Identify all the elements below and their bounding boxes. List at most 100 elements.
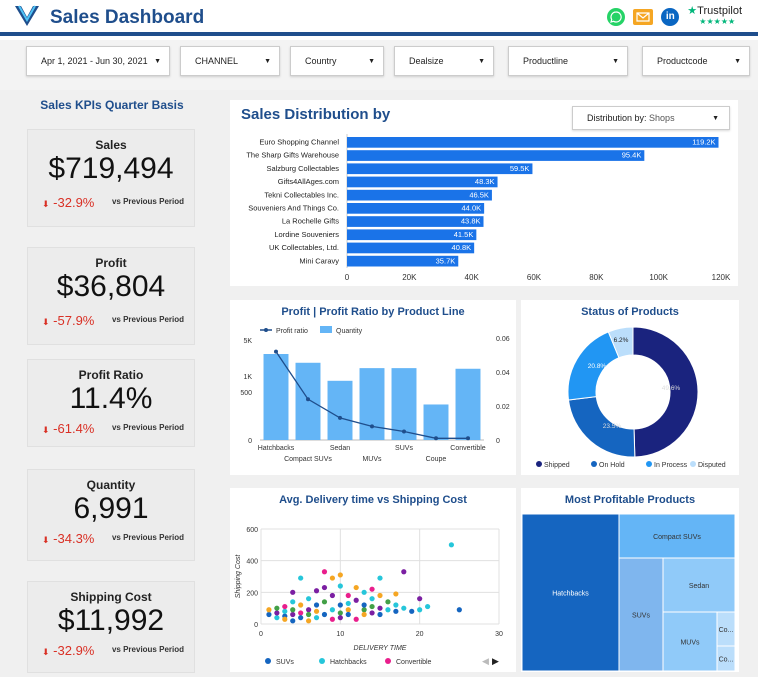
status-panel: Status of Products 49.6% 23.5% 20.8% 6.2% Sh… [521,300,739,475]
kpi-label: Profit [95,256,127,270]
scatter-point [298,602,304,608]
quantity-bar [263,354,289,440]
panel-title: Avg. Delivery time vs Shipping Cost [279,494,467,506]
scatter-point [313,602,320,608]
bar-value-label: 43.8K [461,217,481,226]
scatter-point [290,607,296,613]
legend-bar-swatch [320,326,332,333]
kpi-compare-label: vs Previous Period [111,197,184,206]
distribution-selector[interactable]: Distribution by: Shops ▼ [572,106,730,130]
x-axis-title: DELIVERY TIME [354,645,407,652]
scatter-point [266,607,272,613]
scatter-point [353,597,359,603]
prev-page-icon: ◀ [482,656,489,666]
sales-distribution-chart: 0 20K 40K 60K 80K 100K 120K Euro Shopping Chann… [246,134,731,282]
caret-down-icon: ▼ [734,57,741,65]
dealsize-filter[interactable]: Dealsize ▼ [394,46,494,76]
profit-chart: Profit ratio Quantity 0 500 1K 5K 0 0.02 0.04 0.0… [240,326,510,463]
x-tick-label: Convertible [450,445,486,452]
category-label: Souveniers And Things Co. [248,204,339,213]
y-axis-title: Shipping Cost [235,554,242,599]
slice-label: 20.8% [588,363,607,370]
scatter-point [345,600,351,607]
slice-label: 6.2% [614,337,629,344]
arrow-down-icon: ⬇ [42,317,50,327]
y-right-tick: 0 [496,438,500,445]
scatter-point [417,607,423,613]
slice-label: 49.6% [662,385,681,392]
treemap-label: Sedan [689,583,709,590]
x-tick-label: Coupe [426,456,447,463]
bar-value-label: 48.3K [475,177,495,186]
header: Sales Dashboard in ★Trustpilot ★★★★★ [0,0,758,36]
bar [347,189,492,201]
date-range-filter[interactable]: Apr 1, 2021 - Jun 30, 2021 ▼ [26,46,170,76]
profit-ratio-point [402,429,406,434]
scatter-point [329,607,335,613]
delivery-scatter-chart: 0 200 400 600 0 10 20 30 DELIVERY TIME Shipping C… [235,527,503,666]
channel-filter[interactable]: CHANNEL ▼ [180,46,280,76]
bar-value-label: 35.7K [436,256,456,265]
scatter-point [369,596,375,602]
category-label: Lordine Souveniers [274,230,339,239]
y-left-tick: 0 [248,438,252,445]
y-right-tick: 0.04 [496,370,510,377]
bar-value-label: 95.4K [622,151,642,160]
bar [347,242,475,254]
profit-ratio-point [274,349,278,354]
whatsapp-icon[interactable] [607,7,626,26]
scatter-point [298,610,304,616]
legend-label: SUVs [276,659,294,666]
donut-slice [607,326,634,359]
bar [347,255,459,267]
legend-label: Quantity [336,328,363,335]
x-tick-label: 30 [495,631,503,638]
productcode-filter[interactable]: Productcode ▼ [642,46,750,76]
panel-title: Status of Products [581,306,679,318]
scatter-point [337,615,343,621]
y-tick-label: 400 [246,559,258,566]
scatter-point [393,608,399,614]
scatter-point [321,584,328,591]
profit-ratio-point [338,415,342,420]
treemap-label: Co... [719,657,734,664]
treemap-chart: Hatchbacks Compact SUVs Sedan SUVs MUVs Co...… [521,513,736,672]
scatter-point [361,607,367,613]
trustpilot-badge[interactable]: ★Trustpilot ★★★★★ [687,5,742,27]
scatter-point [456,607,462,613]
bar-value-label: 44.0K [462,204,482,213]
scatter-point [353,616,359,622]
kpi-section-title: Sales KPIs Quarter Basis [40,98,184,112]
x-tick-label: SUVs [395,445,413,452]
quantity-bar [295,362,321,440]
kpi-compare-label: vs Previous Period [111,533,184,542]
y-right-tick: 0.06 [496,336,510,343]
caret-down-icon: ▼ [478,57,485,65]
delivery-panel: Avg. Delivery time vs Shipping Cost 0 200… [230,488,516,672]
kpi-value: $11,992 [57,604,165,637]
legend-line-marker [264,328,268,332]
x-tick-label: 40K [465,273,480,282]
scatter-point [313,608,320,614]
arrow-down-icon: ⬇ [42,535,50,545]
bar-value-label: 40.8K [452,243,472,252]
panel-title: Sales Distribution by [241,106,391,123]
x-tick-label: Sedan [330,445,350,452]
category-label: Gifts4AllAges.com [278,177,339,186]
bar [347,203,485,214]
next-page-icon: ▶ [492,656,499,666]
email-icon[interactable] [633,8,654,25]
scatter-point [377,605,383,611]
scatter-point [337,610,343,616]
x-tick-label: MUVs [362,456,382,463]
scatter-point [290,618,296,624]
scatter-point [298,575,304,581]
bar-value-label: 46.5K [469,190,489,199]
scatter-point [306,611,312,618]
scatter-point [377,611,383,618]
scatter-point [369,610,375,616]
country-filter[interactable]: Country ▼ [290,46,384,76]
scatter-point [337,583,343,589]
productline-filter[interactable]: Productline ▼ [508,46,628,76]
linkedin-icon[interactable]: in [661,7,680,26]
